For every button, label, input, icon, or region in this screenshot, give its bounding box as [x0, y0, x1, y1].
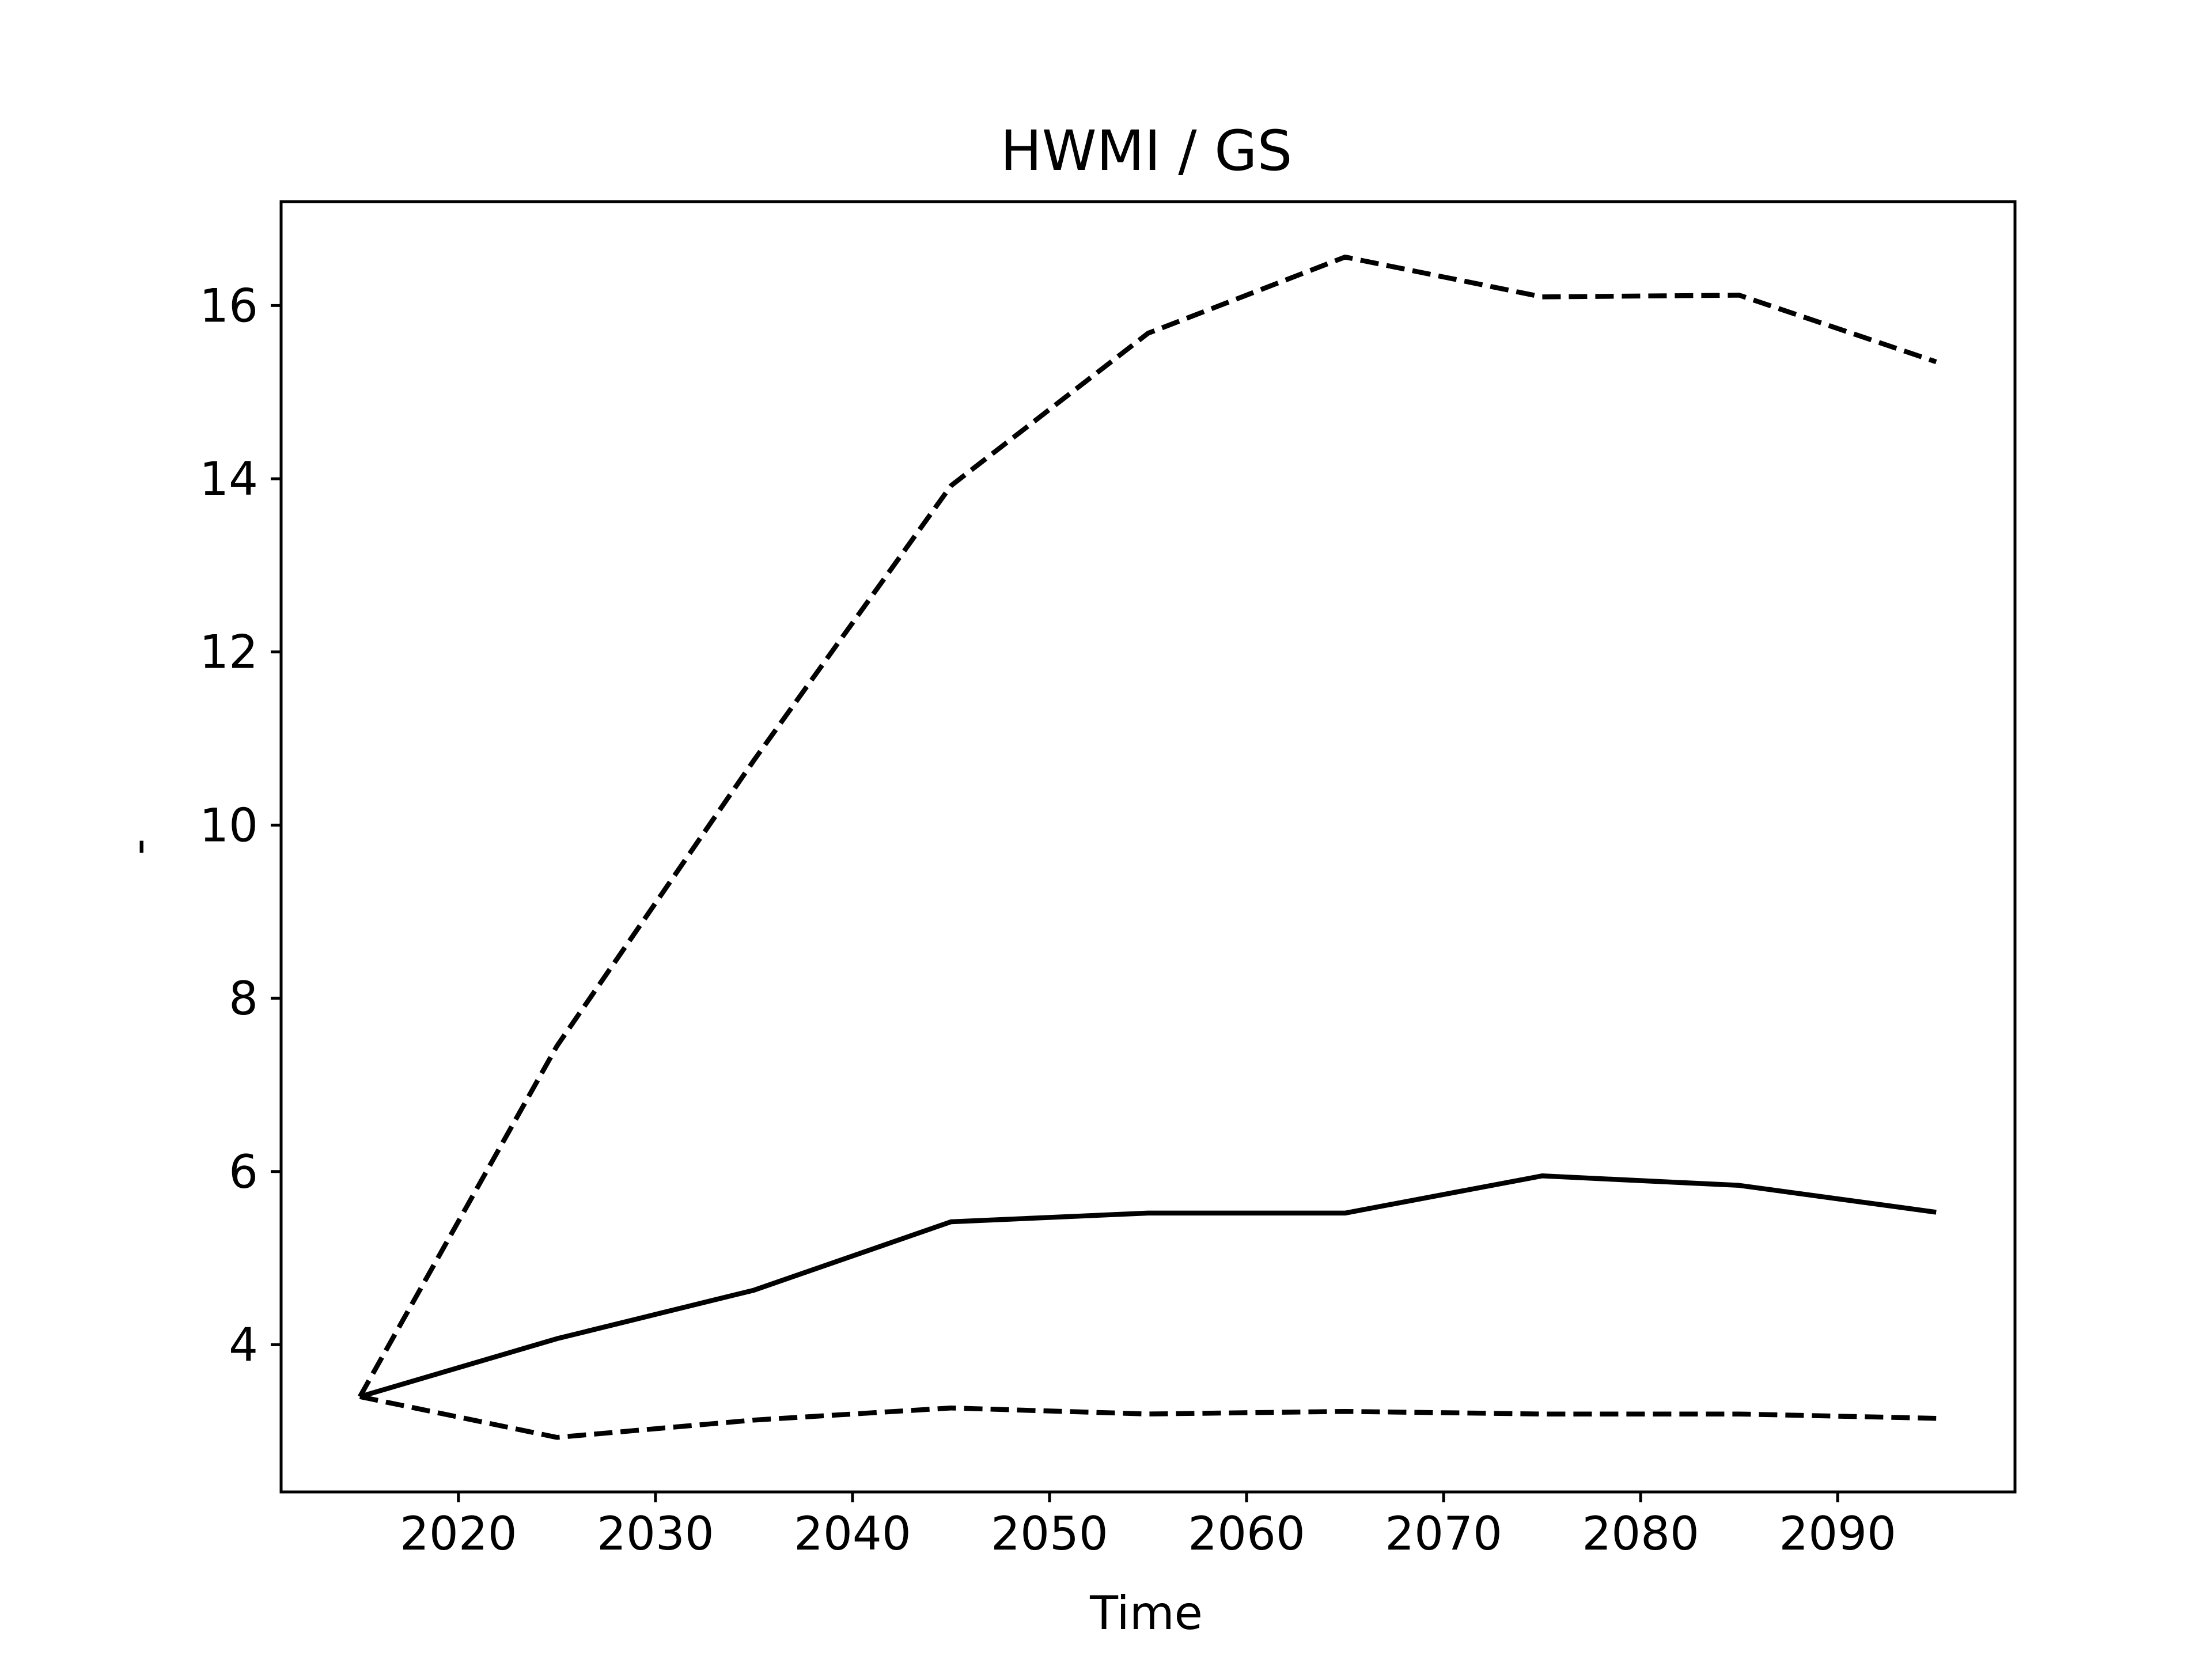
chart-title: HWMI / GS [1001, 119, 1293, 183]
y-tick-label: 14 [199, 452, 258, 506]
plot-frame [279, 200, 2017, 1494]
x-tick-label: 2020 [400, 1507, 517, 1560]
plot-area [358, 254, 1937, 1440]
y-axis-label: - [112, 839, 165, 855]
x-tick-label: 2050 [991, 1507, 1108, 1560]
y-tick-label: 12 [199, 626, 258, 679]
y-tick-label: 8 [229, 972, 258, 1025]
solid-series-line-0 [359, 1173, 1937, 1399]
x-axis-label: Time [1089, 1586, 1203, 1640]
y-tick-label: 10 [199, 798, 258, 852]
x-tick-label: 2090 [1779, 1507, 1896, 1560]
y-tick-label: 16 [199, 279, 258, 332]
x-tick-label: 2040 [794, 1507, 911, 1560]
x-tick-label: 2080 [1582, 1507, 1699, 1560]
y-axis-ticks: 4 6 8 10 12 14 16 [199, 279, 281, 1372]
y-tick-label: 6 [229, 1145, 258, 1199]
dashed-series-line-2 [359, 1394, 1937, 1440]
x-tick-label: 2030 [597, 1507, 714, 1560]
x-tick-label: 2070 [1385, 1507, 1502, 1560]
y-tick-label: 4 [229, 1318, 258, 1372]
x-axis-ticks: 2020 2030 2040 2050 2060 2070 2080 2090 [400, 1492, 1896, 1560]
dashed-series-line-1 [358, 254, 1937, 1398]
x-tick-label: 2060 [1188, 1507, 1305, 1560]
